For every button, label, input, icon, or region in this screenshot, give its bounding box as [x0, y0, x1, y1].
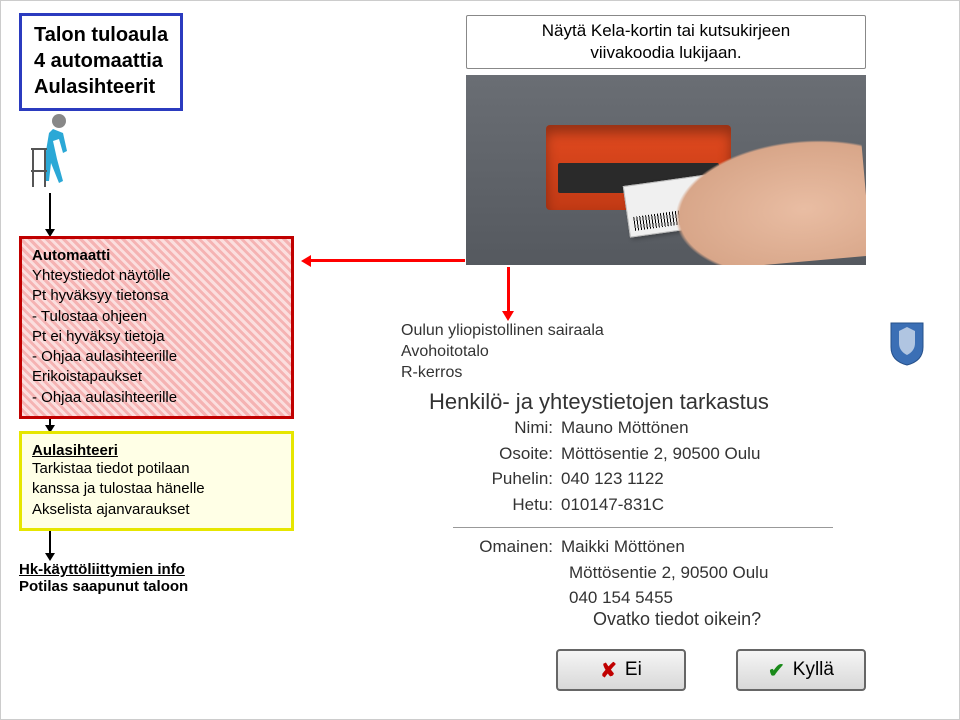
title-box: Talon tuloaula 4 automaattia Aulasihteer…	[19, 13, 183, 111]
kv-osoite: Osoite: Möttösentie 2, 90500 Oulu	[451, 441, 921, 467]
hk-info-block: Hk-käyttöliittymien info Potilas saapunu…	[19, 561, 188, 595]
yellow-line: kanssa ja tulostaa hänelle	[32, 479, 281, 499]
hospital-floor: R-kerros	[401, 363, 921, 384]
automaatti-title: Automaatti	[32, 247, 281, 264]
yes-button-label: Kyllä	[793, 659, 834, 681]
cross-icon: ✘	[600, 658, 617, 683]
info-panel: Oulun yliopistollinen sairaala Avohoitot…	[401, 321, 921, 611]
instruction-line-1: Näytä Kela-kortin tai kutsukirjeen	[475, 20, 857, 42]
hospital-unit: Avohoitotalo	[401, 342, 921, 363]
yellow-line: Akselista ajanvaraukset	[32, 500, 281, 520]
label-hetu: Hetu:	[451, 492, 561, 518]
value-omainen-phone: 040 154 5455	[569, 585, 921, 611]
red-line: - Ohjaa aulasihteerille	[32, 347, 281, 367]
red-line: Pt hyväksyy tietonsa	[32, 286, 281, 306]
label-osoite: Osoite:	[451, 441, 561, 467]
confirmation-question: Ovatko tiedot oikein?	[593, 609, 761, 630]
no-button-label: Ei	[625, 659, 642, 681]
hospital-crest-icon	[887, 319, 927, 367]
aulasihteeri-title: Aulasihteeri	[32, 442, 281, 459]
connector-line	[49, 193, 51, 231]
arrowhead-down-icon	[45, 553, 55, 561]
omainen-block: Omainen: Maikki Möttönen Möttösentie 2, …	[401, 534, 921, 611]
no-button[interactable]: ✘ Ei	[556, 649, 686, 691]
panel-heading: Henkilö- ja yhteystietojen tarkastus	[429, 389, 921, 415]
hk-info-title: Hk-käyttöliittymien info	[19, 561, 188, 578]
label-nimi: Nimi:	[451, 415, 561, 441]
value-puhelin: 040 123 1122	[561, 466, 664, 492]
arrowhead-left-icon	[301, 255, 311, 267]
aulasihteeri-box: Aulasihteeri Tarkistaa tiedot potilaan k…	[19, 431, 294, 531]
red-arrow-line	[507, 267, 510, 313]
kv-nimi: Nimi: Mauno Möttönen	[451, 415, 921, 441]
yes-button[interactable]: ✔ Kyllä	[736, 649, 866, 691]
card-scanner-photo	[466, 75, 866, 265]
red-arrow-line	[311, 259, 465, 262]
hk-info-line: Potilas saapunut taloon	[19, 578, 188, 595]
label-omainen: Omainen:	[451, 534, 561, 560]
yellow-line: Tarkistaa tiedot potilaan	[32, 459, 281, 479]
value-omainen-address: Möttösentie 2, 90500 Oulu	[569, 560, 921, 586]
instruction-box: Näytä Kela-kortin tai kutsukirjeen viiva…	[466, 15, 866, 69]
red-line: Erikoistapaukset	[32, 367, 281, 387]
automaatti-box: Automaatti Yhteystiedot näytölle Pt hyvä…	[19, 236, 294, 419]
red-line: Yhteystiedot näytölle	[32, 266, 281, 286]
value-omainen-name: Maikki Möttönen	[561, 534, 685, 560]
kv-hetu: Hetu: 010147-831C	[451, 492, 921, 518]
title-line-2: 4 automaattia	[34, 48, 168, 74]
value-hetu: 010147-831C	[561, 492, 664, 518]
value-osoite: Möttösentie 2, 90500 Oulu	[561, 441, 760, 467]
arrowhead-down-icon	[502, 311, 514, 321]
kv-puhelin: Puhelin: 040 123 1122	[451, 466, 921, 492]
red-line: Pt ei hyväksy tietoja	[32, 327, 281, 347]
label-puhelin: Puhelin:	[451, 466, 561, 492]
separator-line	[453, 527, 833, 528]
value-nimi: Mauno Möttönen	[561, 415, 689, 441]
red-line: - Ohjaa aulasihteerille	[32, 388, 281, 408]
check-icon: ✔	[768, 658, 785, 683]
hospital-name: Oulun yliopistollinen sairaala	[401, 321, 921, 342]
title-line-3: Aulasihteerit	[34, 74, 168, 100]
red-line: - Tulostaa ohjeen	[32, 307, 281, 327]
instruction-line-2: viivakoodia lukijaan.	[475, 42, 857, 64]
walker-person-icon	[23, 111, 83, 191]
title-line-1: Talon tuloaula	[34, 22, 168, 48]
